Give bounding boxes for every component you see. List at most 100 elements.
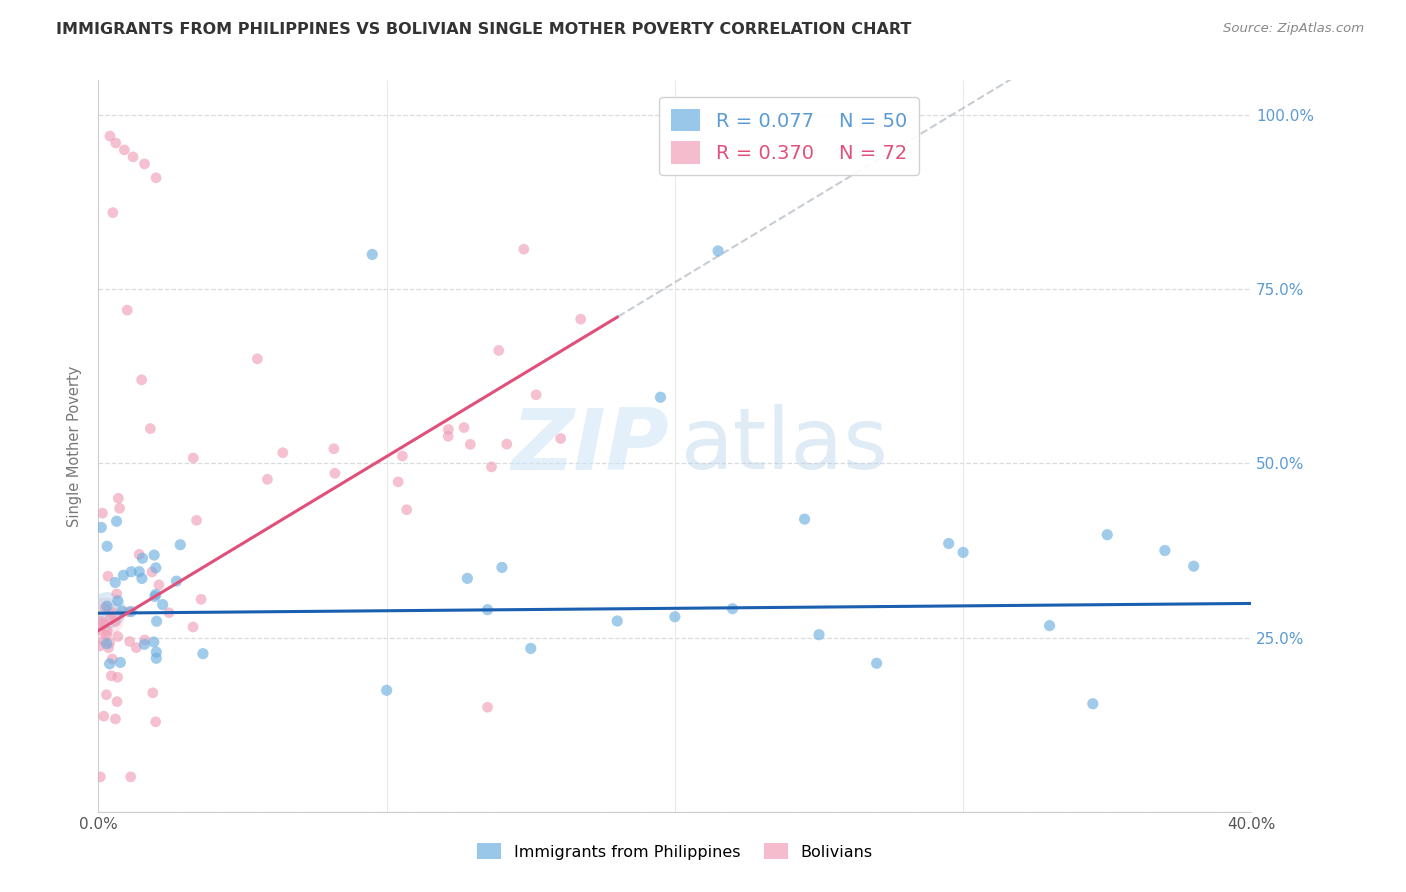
Point — [256, 472, 278, 486]
Point — [131, 571, 153, 585]
Point — [491, 560, 513, 574]
Point — [96, 539, 118, 553]
Point — [166, 574, 188, 588]
Point — [108, 501, 131, 516]
Point — [145, 651, 167, 665]
Point — [104, 136, 127, 150]
Point — [456, 571, 478, 585]
Point — [107, 491, 129, 506]
Point — [120, 770, 142, 784]
Point — [145, 714, 167, 729]
Point — [107, 594, 129, 608]
Point — [101, 205, 124, 219]
Text: ZIP: ZIP — [512, 404, 669, 488]
Point — [118, 605, 141, 619]
Point — [96, 628, 118, 642]
Point — [453, 420, 475, 434]
Point — [90, 615, 112, 629]
Point — [952, 545, 974, 559]
Point — [793, 512, 815, 526]
Point — [134, 632, 156, 647]
Point — [1039, 618, 1062, 632]
Point — [488, 343, 510, 358]
Point — [120, 565, 142, 579]
Point — [91, 506, 114, 520]
Point — [110, 656, 132, 670]
Point — [105, 514, 128, 528]
Point — [145, 587, 167, 601]
Point — [569, 312, 592, 326]
Point — [128, 548, 150, 562]
Point — [387, 475, 409, 489]
Point — [1081, 697, 1104, 711]
Point — [1154, 543, 1177, 558]
Point — [181, 620, 204, 634]
Point — [105, 587, 128, 601]
Point — [520, 641, 543, 656]
Point — [143, 548, 166, 562]
Point — [524, 388, 547, 402]
Point — [105, 695, 128, 709]
Point — [111, 604, 134, 618]
Point — [93, 633, 115, 648]
Point — [145, 170, 167, 185]
Point — [152, 598, 174, 612]
Point — [98, 612, 121, 626]
Point — [128, 565, 150, 579]
Point — [107, 630, 129, 644]
Point — [89, 770, 111, 784]
Point — [664, 609, 686, 624]
Point — [145, 645, 167, 659]
Point — [169, 538, 191, 552]
Point — [707, 244, 730, 258]
Point — [96, 599, 118, 614]
Point — [117, 303, 139, 318]
Point — [190, 592, 212, 607]
Point — [98, 657, 121, 671]
Point — [246, 351, 269, 366]
Point — [93, 609, 115, 624]
Point — [186, 513, 208, 527]
Point — [96, 603, 118, 617]
Point — [650, 390, 672, 404]
Point — [141, 565, 163, 579]
Text: Source: ZipAtlas.com: Source: ZipAtlas.com — [1223, 22, 1364, 36]
Point — [157, 606, 180, 620]
Point — [118, 634, 141, 648]
Point — [97, 640, 120, 655]
Point — [94, 600, 117, 615]
Point — [89, 623, 111, 637]
Point — [134, 157, 156, 171]
Point — [131, 551, 153, 566]
Point — [142, 686, 165, 700]
Point — [139, 421, 162, 435]
Legend: Immigrants from Philippines, Bolivians: Immigrants from Philippines, Bolivians — [471, 837, 879, 866]
Point — [271, 446, 294, 460]
Point — [395, 502, 418, 516]
Point — [437, 422, 460, 436]
Point — [122, 150, 145, 164]
Point — [477, 700, 499, 714]
Text: atlas: atlas — [681, 404, 889, 488]
Point — [131, 373, 153, 387]
Point — [1097, 527, 1119, 541]
Point — [148, 578, 170, 592]
Y-axis label: Single Mother Poverty: Single Mother Poverty — [67, 366, 83, 526]
Point — [550, 432, 572, 446]
Point — [98, 636, 121, 650]
Point — [97, 569, 120, 583]
Point — [101, 606, 124, 620]
Point — [938, 536, 960, 550]
Point — [721, 601, 744, 615]
Point — [513, 242, 536, 256]
Point — [107, 670, 129, 684]
Point — [323, 467, 346, 481]
Point — [477, 603, 499, 617]
Point — [120, 605, 142, 619]
Point — [104, 575, 127, 590]
Point — [104, 712, 127, 726]
Point — [89, 639, 111, 653]
Point — [181, 450, 204, 465]
Point — [104, 615, 127, 629]
Point — [91, 616, 114, 631]
